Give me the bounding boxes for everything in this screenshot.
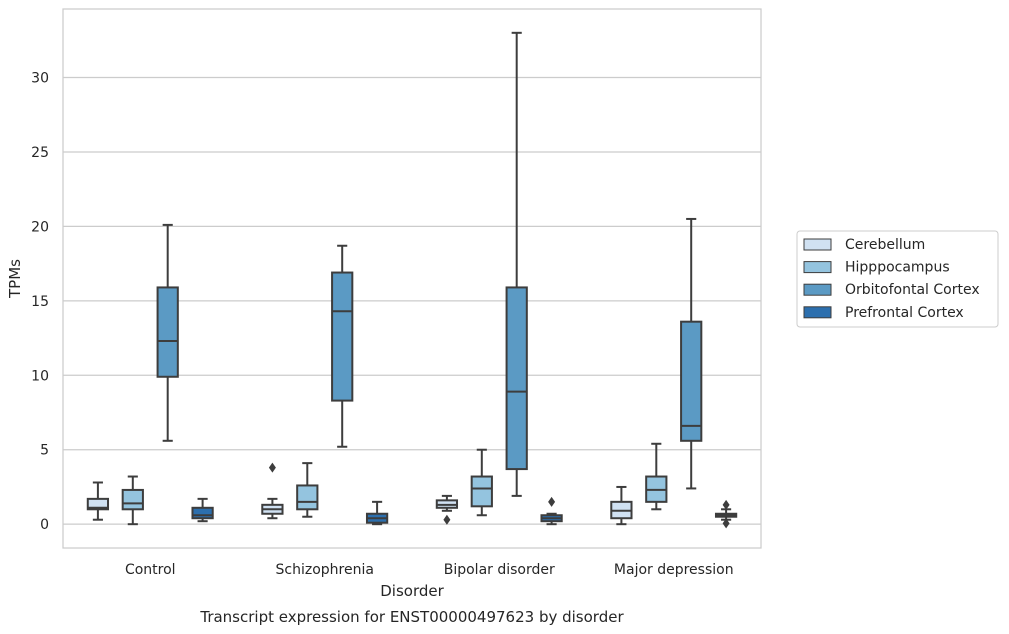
- y-tick-labels: 0 5 10 15 20 25 30: [31, 70, 49, 533]
- legend-entry: Orbitofontal Cortex: [845, 282, 980, 298]
- outlier-point: [722, 499, 730, 510]
- box-prefrontal-cortex: [714, 499, 738, 529]
- chart-caption: Transcript expression for ENST0000049762…: [199, 608, 624, 626]
- x-tick-label: Bipolar disorder: [444, 562, 555, 578]
- box-cerebellum: [435, 494, 459, 525]
- outlier-point: [548, 496, 556, 507]
- box-hipppocampus: [645, 442, 668, 511]
- box-body: [121, 488, 144, 511]
- box-body: [86, 497, 110, 511]
- outlier-point: [268, 462, 276, 473]
- legend-entry: Hipppocampus: [845, 260, 950, 276]
- box-orbitofontal-cortex: [680, 217, 703, 490]
- x-tick-label: Schizophrenia: [276, 562, 374, 578]
- outlier-point: [443, 514, 451, 525]
- box-body: [331, 271, 354, 402]
- gridlines: [63, 76, 761, 525]
- legend-frame: [796, 230, 999, 328]
- legend-swatch: [803, 238, 832, 251]
- box-prefrontal-cortex: [540, 496, 563, 526]
- y-tick-label: 5: [40, 443, 49, 459]
- box-body: [680, 320, 703, 442]
- box-hipppocampus: [470, 448, 493, 517]
- box-marks: [86, 31, 738, 529]
- y-tick-label: 0: [40, 517, 49, 533]
- y-tick-label: 30: [31, 70, 49, 86]
- box-body: [296, 484, 319, 511]
- y-tick-label: 15: [31, 294, 49, 310]
- x-tick-labels: Control Schizophrenia Bipolar disorder Majo…: [125, 562, 734, 578]
- legend-swatch: [803, 261, 832, 274]
- y-tick-label: 25: [31, 145, 49, 161]
- box-body: [470, 475, 493, 508]
- x-tick-label: Control: [125, 562, 176, 578]
- x-axis-label: Disorder: [380, 582, 444, 600]
- box-body: [505, 286, 528, 471]
- outlier-point: [722, 518, 730, 529]
- plot-area-frame: [62, 8, 762, 549]
- y-tick-label: 20: [31, 219, 49, 235]
- box-cerebellum: [261, 462, 284, 520]
- box-cerebellum: [86, 481, 110, 521]
- x-tick-label: Major depression: [614, 562, 734, 578]
- legend-swatch: [803, 283, 832, 296]
- legend-entry: Prefrontal Cortex: [845, 305, 964, 321]
- y-tick-label: 10: [31, 368, 49, 384]
- legend-swatch: [803, 306, 832, 319]
- box-hipppocampus: [296, 462, 319, 518]
- box-orbitofontal-cortex: [505, 31, 528, 497]
- box-hipppocampus: [121, 475, 144, 526]
- legend-entry: Cerebellum: [845, 237, 925, 253]
- legend: Cerebellum Hipppocampus Orbitofontal Corte…: [796, 230, 999, 328]
- box-prefrontal-cortex: [191, 497, 214, 523]
- box-orbitofontal-cortex: [156, 223, 179, 442]
- box-prefrontal-cortex: [365, 500, 389, 526]
- box-orbitofontal-cortex: [331, 244, 354, 448]
- y-axis-label: TPMs: [6, 259, 24, 299]
- box-body: [191, 506, 214, 520]
- box-body: [156, 286, 179, 378]
- box-cerebellum: [610, 485, 633, 526]
